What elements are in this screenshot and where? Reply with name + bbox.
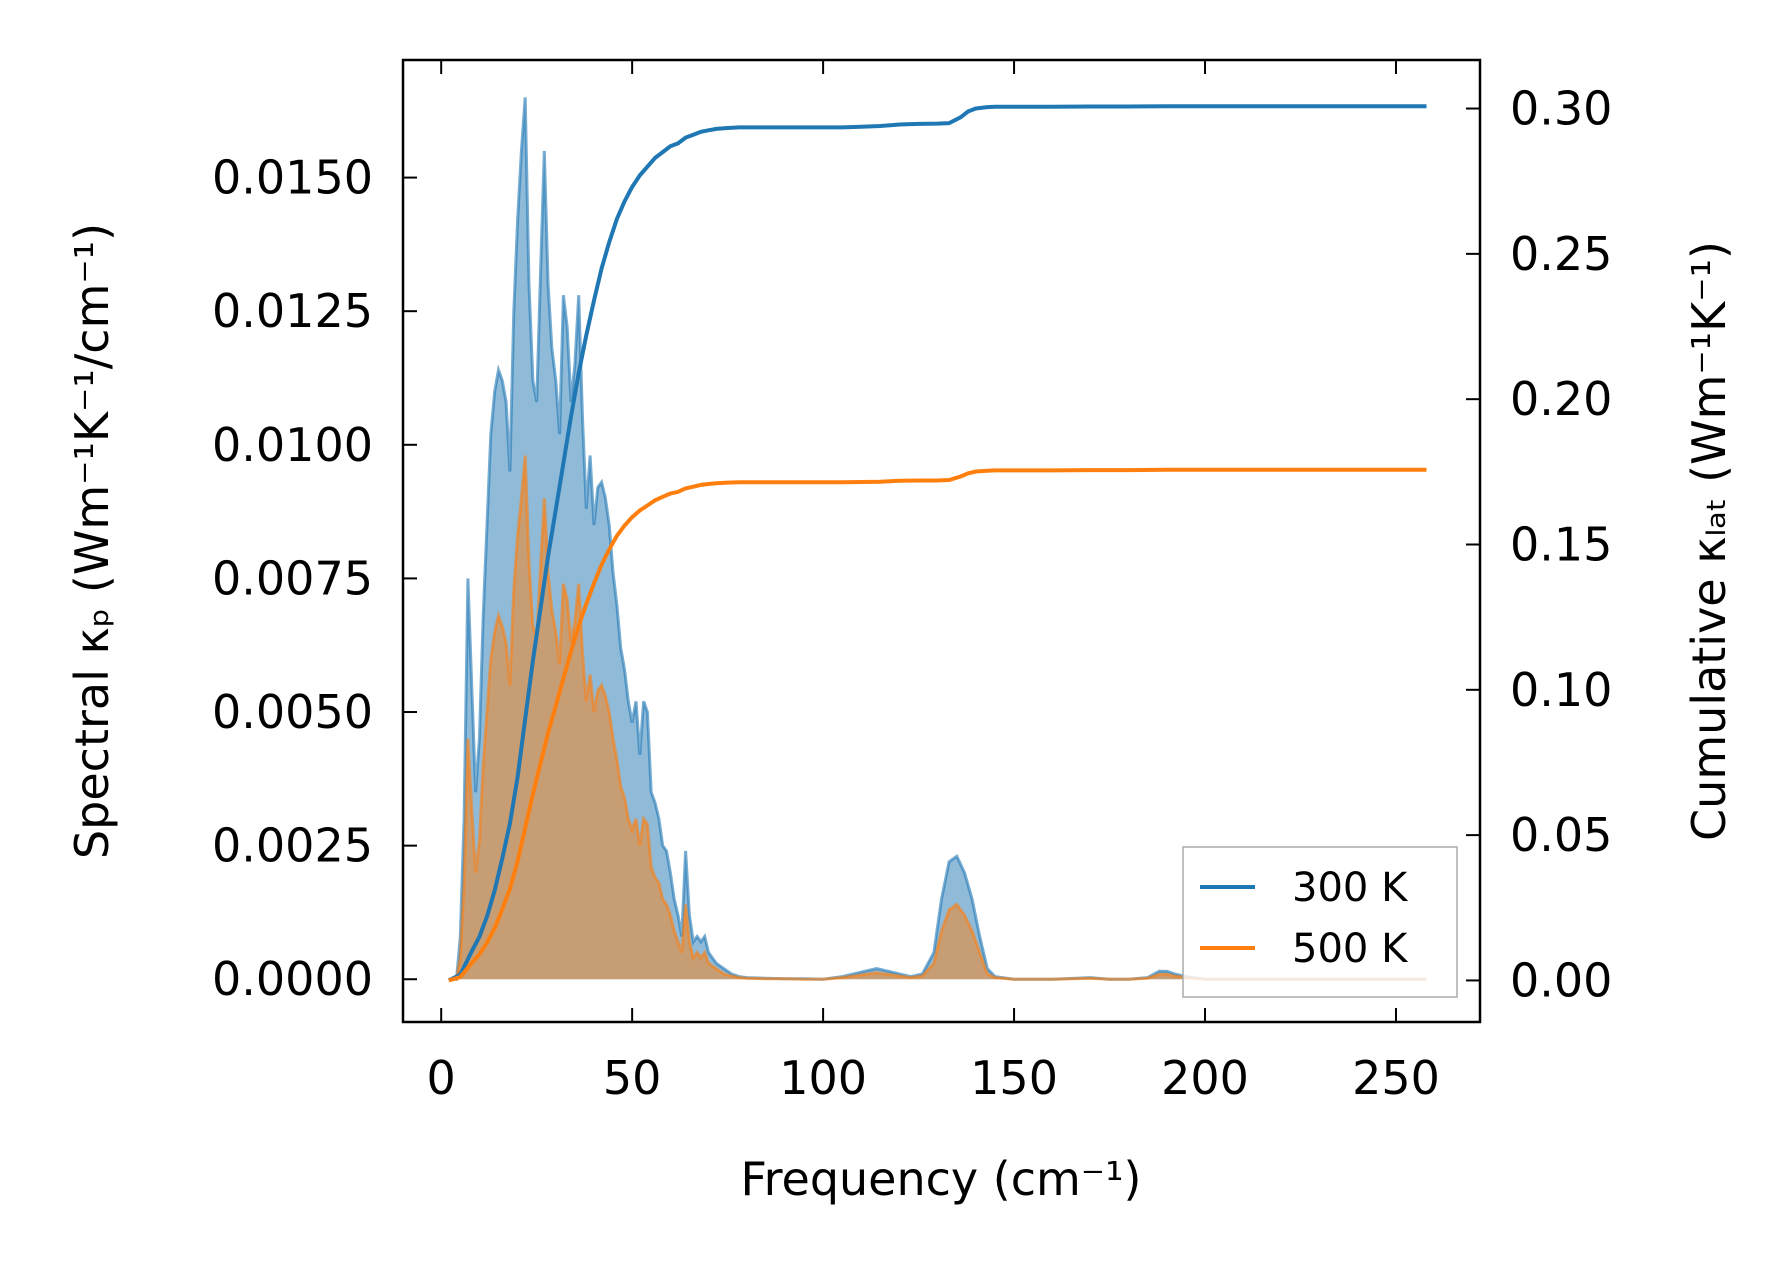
y-right-tick-label: 0.10 xyxy=(1510,663,1612,717)
x-tick-label: 100 xyxy=(779,1051,867,1105)
y-right-tick-label: 0.30 xyxy=(1510,82,1612,136)
x-axis-title: Frequency (cm⁻¹) xyxy=(741,1152,1142,1206)
y-right-tick-label: 0.05 xyxy=(1510,808,1612,862)
y-right-tick-label: 0.20 xyxy=(1510,372,1612,426)
y-left-tick-label: 0.0100 xyxy=(212,418,373,472)
spectral-area-500k xyxy=(448,455,1427,980)
x-tick-label: 0 xyxy=(427,1051,456,1105)
axes-frame xyxy=(401,58,1482,1024)
x-tick-label: 200 xyxy=(1161,1051,1249,1105)
y-right-tick-label: 0.00 xyxy=(1510,953,1612,1007)
y-right-tick-label: 0.15 xyxy=(1510,517,1612,571)
y-left-tick-label: 0.0150 xyxy=(212,151,373,205)
x-tick-label: 150 xyxy=(970,1051,1058,1105)
y-left-tick-label: 0.0025 xyxy=(212,819,373,873)
x-tick-label: 50 xyxy=(603,1051,662,1105)
spectral-line-300k xyxy=(448,97,1427,981)
cumulative-line-300k xyxy=(447,104,1427,983)
legend: 300 K 500 K xyxy=(1182,846,1458,998)
legend-box xyxy=(1182,846,1458,998)
y-left-tick-label: 0.0075 xyxy=(212,551,373,605)
plot-area xyxy=(447,97,1427,983)
legend-label-500k: 500 K xyxy=(1292,926,1409,972)
y-axis-title-right: Cumulative κₗₐₜ (Wm⁻¹K⁻¹) xyxy=(1682,241,1736,841)
y-left-tick-label: 0.0000 xyxy=(212,952,373,1006)
y-left-tick-label: 0.0125 xyxy=(212,284,373,338)
axis-ticks: 0 50 100 150 200 250 0.0000 0.0025 0.0050 0.0075 0… xyxy=(212,60,1612,1105)
x-tick-label: 250 xyxy=(1352,1051,1440,1105)
spectral-line-500k xyxy=(448,455,1427,981)
legend-label-300k: 300 K xyxy=(1292,865,1409,911)
y-right-tick-label: 0.25 xyxy=(1510,227,1612,281)
cumulative-line-500k xyxy=(448,467,1427,983)
y-left-tick-label: 0.0050 xyxy=(212,685,373,739)
y-axis-title-left: Spectral κₚ (Wm⁻¹K⁻¹/cm⁻¹) xyxy=(65,223,119,859)
